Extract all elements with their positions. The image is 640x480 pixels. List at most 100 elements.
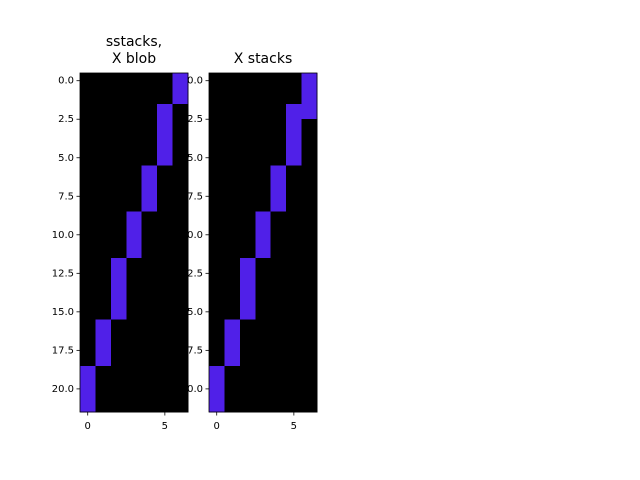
y-tick-label: 17.5: [52, 345, 74, 356]
cell: [286, 273, 302, 290]
cell: [141, 73, 158, 89]
cell: [126, 319, 143, 336]
y-tick-label: 12.5: [181, 268, 203, 279]
cell: [141, 396, 158, 413]
cell: [141, 150, 158, 166]
cell: [172, 73, 189, 89]
cell: [80, 180, 96, 197]
cell: [239, 242, 256, 259]
cell: [110, 180, 127, 197]
cell: [110, 334, 127, 351]
cell: [95, 227, 112, 243]
cell: [95, 196, 112, 212]
cell: [224, 134, 241, 151]
cell: [110, 304, 127, 320]
cell: [157, 103, 173, 120]
cell: [172, 257, 189, 274]
y-tick-label: 12.5: [52, 268, 74, 279]
cell: [255, 88, 272, 105]
cell: [126, 396, 143, 413]
y-tick-label: 7.5: [58, 191, 74, 202]
cell: [126, 365, 143, 382]
cell: [301, 334, 318, 351]
cell: [172, 88, 189, 105]
cell: [110, 165, 127, 182]
cell: [80, 88, 96, 105]
cell: [224, 227, 241, 243]
cell: [224, 165, 241, 182]
cell: [286, 211, 302, 228]
cell: [126, 350, 143, 367]
cell: [255, 227, 272, 243]
cell: [126, 257, 143, 274]
cell: [286, 165, 302, 182]
cell: [157, 319, 173, 336]
cell: [172, 196, 189, 212]
cell: [209, 365, 225, 382]
cell: [239, 196, 256, 212]
chart-title: X blob: [112, 51, 156, 67]
cell: [239, 396, 256, 413]
cell: [301, 119, 318, 135]
cell: [126, 165, 143, 182]
cell: [110, 134, 127, 151]
cell: [209, 242, 225, 259]
cell: [141, 165, 158, 182]
cell: [80, 365, 96, 382]
cell: [224, 396, 241, 413]
cell: [95, 288, 112, 305]
cell: [239, 319, 256, 336]
cell: [126, 304, 143, 320]
cell: [110, 257, 127, 274]
cell: [270, 134, 287, 151]
cell: [301, 273, 318, 290]
cell: [95, 180, 112, 197]
cell: [301, 180, 318, 197]
cell: [270, 304, 287, 320]
cell: [157, 88, 173, 105]
cell: [224, 350, 241, 367]
cell: [95, 242, 112, 259]
cell: [286, 288, 302, 305]
cell: [301, 242, 318, 259]
cell: [110, 211, 127, 228]
cell: [157, 73, 173, 89]
cell: [126, 211, 143, 228]
cell: [80, 211, 96, 228]
cell: [110, 73, 127, 89]
cell: [80, 304, 96, 320]
cell: [301, 304, 318, 320]
cell: [224, 88, 241, 105]
cell: [301, 165, 318, 182]
cell: [80, 134, 96, 151]
cell: [141, 103, 158, 120]
cell: [224, 196, 241, 212]
cell: [141, 242, 158, 259]
cell: [209, 273, 225, 290]
cell: [224, 103, 241, 120]
cell: [172, 381, 189, 397]
cell: [80, 350, 96, 367]
cell: [157, 242, 173, 259]
cell: [224, 304, 241, 320]
cell: [157, 227, 173, 243]
cell: [126, 334, 143, 351]
cell: [141, 211, 158, 228]
cell: [286, 242, 302, 259]
cell: [110, 350, 127, 367]
cell: [141, 196, 158, 212]
cell: [255, 334, 272, 351]
cell: [270, 365, 287, 382]
cell: [172, 134, 189, 151]
cell: [157, 350, 173, 367]
cell: [286, 381, 302, 397]
cell: [157, 180, 173, 197]
cell: [286, 88, 302, 105]
cell: [255, 273, 272, 290]
cell: [255, 180, 272, 197]
cell: [110, 242, 127, 259]
cell: [270, 211, 287, 228]
cell: [126, 227, 143, 243]
cell: [255, 196, 272, 212]
cell: [95, 334, 112, 351]
